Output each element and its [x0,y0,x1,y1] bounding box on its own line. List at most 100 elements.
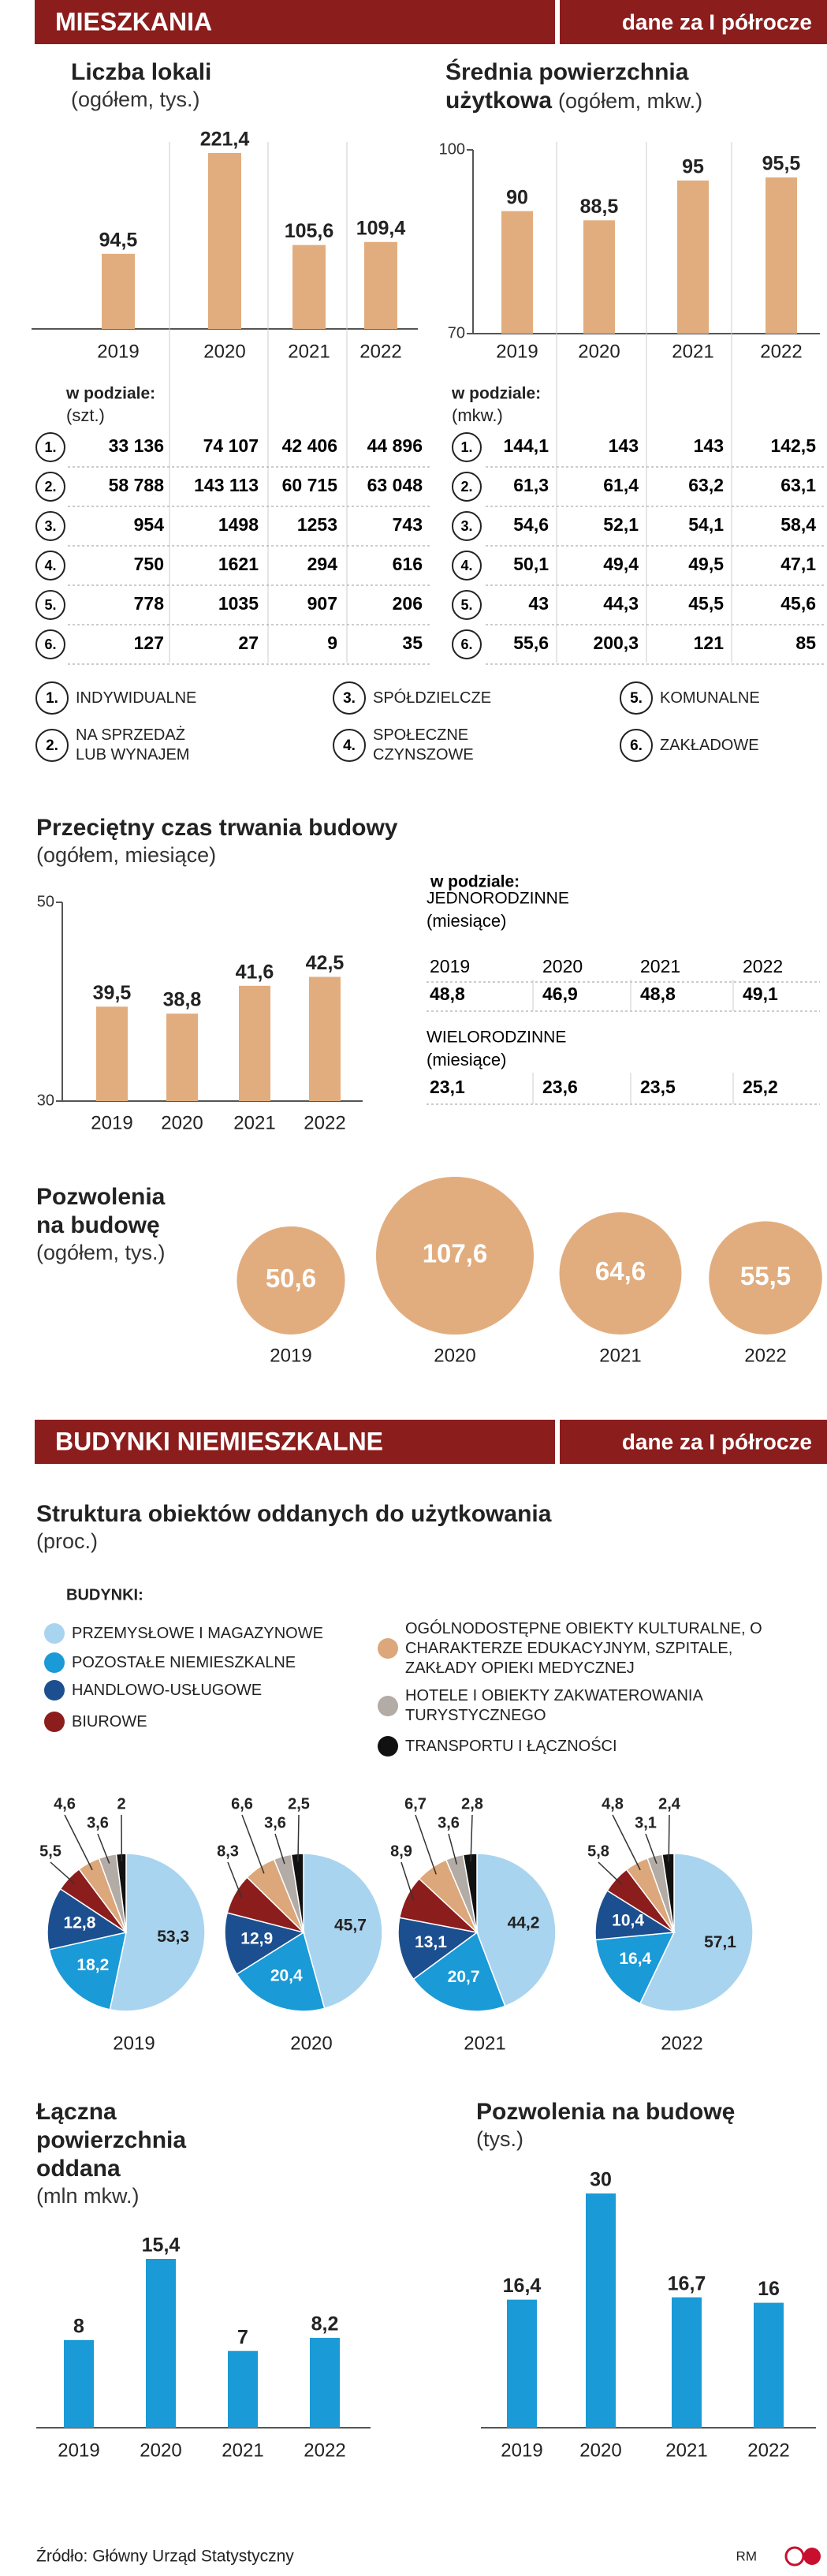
x-tick-label: 2022 [304,1112,345,1133]
row-number: 5. [460,597,472,613]
table-cell: 206 [393,593,423,614]
table-cell: 143 [694,435,724,456]
row-badge [452,629,482,659]
table-cell: 25,2 [743,1077,778,1097]
legend-swatch [44,1623,65,1644]
chart-subtitle: (mln mkw.) [36,2184,140,2208]
leader-line [97,1833,110,1864]
legend-item: SPOŁECZNE CZYNSZOWE [373,726,474,763]
x-tick-label: 2022 [304,2440,345,2461]
pie-slice [303,1853,383,2010]
value-label: 3,6 [87,1814,109,1831]
table-cell: 45,5 [688,593,724,614]
table-cell: 85 [795,633,816,653]
legend-badge [35,729,69,762]
chart-heading: Pozwolenia na budowę (ogółem, tys.) [36,1183,186,1265]
year-label: 2021 [640,956,680,976]
table-cell: 743 [393,514,423,535]
table-cell: 142,5 [770,435,816,456]
value-label: 4,6 [54,1795,76,1813]
x-tick-label: 2022 [744,1345,786,1366]
row-badge [35,511,65,541]
table-cell: 45,6 [780,593,816,614]
year-label: 2020 [542,956,583,976]
table-cell: 74 107 [203,435,259,456]
bar [96,1006,128,1101]
legend-item: POZOSTAŁE NIEMIESZKALNE [72,1653,296,1671]
bar [208,153,241,329]
pie-slice [47,1887,128,1951]
pie-slice [476,1853,557,2007]
y-tick-label: 30 [37,1092,54,1109]
value-label: 16,4 [619,1950,651,1968]
legend-swatch [44,1680,65,1701]
row-badge [35,590,65,620]
bar [166,1014,198,1101]
table-cell: 294 [307,554,338,574]
table-cell: 23,6 [542,1077,578,1097]
value-label: 3,6 [438,1814,460,1831]
table-cell: 27 [238,633,259,653]
legend-item: NA SPRZEDAŻ LUB WYNAJEM [76,726,190,763]
value-label: 45,7 [334,1916,367,1934]
chart-title: Struktura obiektów oddanych do użytkowan… [36,1501,552,1527]
table-label: w podziale: [430,873,520,891]
table-cell: 47,1 [780,554,816,574]
row-number: 4. [44,558,56,573]
pie-year: 2020 [290,2033,332,2054]
year-label: 2022 [743,956,783,976]
x-tick-label: 2020 [161,1112,203,1133]
table-unit: (mkw.) [452,405,503,425]
table-cell: 46,9 [542,984,578,1004]
table-cell: 143 [609,435,639,456]
table-cell: 616 [393,554,423,574]
x-tick-label: 2020 [203,341,245,362]
x-tick-label: 2020 [434,1345,475,1366]
table-cell: 49,1 [743,984,778,1004]
legend-swatch [44,1652,65,1673]
legend-item: KOMUNALNE [660,689,760,707]
legend-item: HANDLOWO-USŁUGOWE [72,1681,263,1699]
bar [310,2338,340,2428]
value-label: 39,5 [93,982,132,1004]
chart-subtitle: (ogółem, tys.) [71,88,200,111]
table-unit: (szt.) [66,405,105,425]
value-label: 6,6 [231,1795,253,1813]
bar [754,2302,784,2428]
chart-title: Pozwolenia na budowę [476,2099,736,2125]
row-number: 6. [44,637,56,652]
bubble [559,1212,682,1335]
pie-slice [236,1931,326,2012]
table-cell: 49,4 [603,554,639,574]
legend-swatch [378,1736,398,1757]
header-bar [560,0,827,44]
value-label: 16 [758,2278,780,2300]
legend-number: 3. [343,690,356,707]
value-label: 94,5 [99,229,138,251]
value-label: 20,7 [448,1968,480,1986]
x-tick-label: 2021 [288,341,330,362]
x-tick-label: 2022 [747,2440,789,2461]
pie-slice [462,1853,478,1933]
value-label: 107,6 [423,1239,488,1268]
bar [677,180,709,334]
table-cell: 54,1 [688,514,724,535]
header-title: BUDYNKI NIEMIESZKALNE [55,1427,383,1455]
logo-dot [803,2548,821,2565]
bar [766,177,797,334]
x-tick-label: 2021 [233,1112,275,1133]
value-label: 8,3 [217,1842,239,1860]
leader-line [415,1814,437,1875]
value-label: 15,4 [142,2234,181,2257]
value-label: 95,5 [762,153,801,175]
table-cell: 58 788 [109,475,165,495]
bubble [376,1177,534,1335]
bar [672,2297,702,2428]
table-cell: 55,6 [513,633,549,653]
group-title: WIELORODZINNE [427,1029,566,1047]
bar [501,211,533,334]
chart-heading: Przeciętny czas trwania budowy (ogółem, m… [36,814,541,868]
value-label: 12,9 [240,1930,273,1948]
value-label: 10,4 [612,1912,644,1930]
leader-line [598,1861,623,1885]
